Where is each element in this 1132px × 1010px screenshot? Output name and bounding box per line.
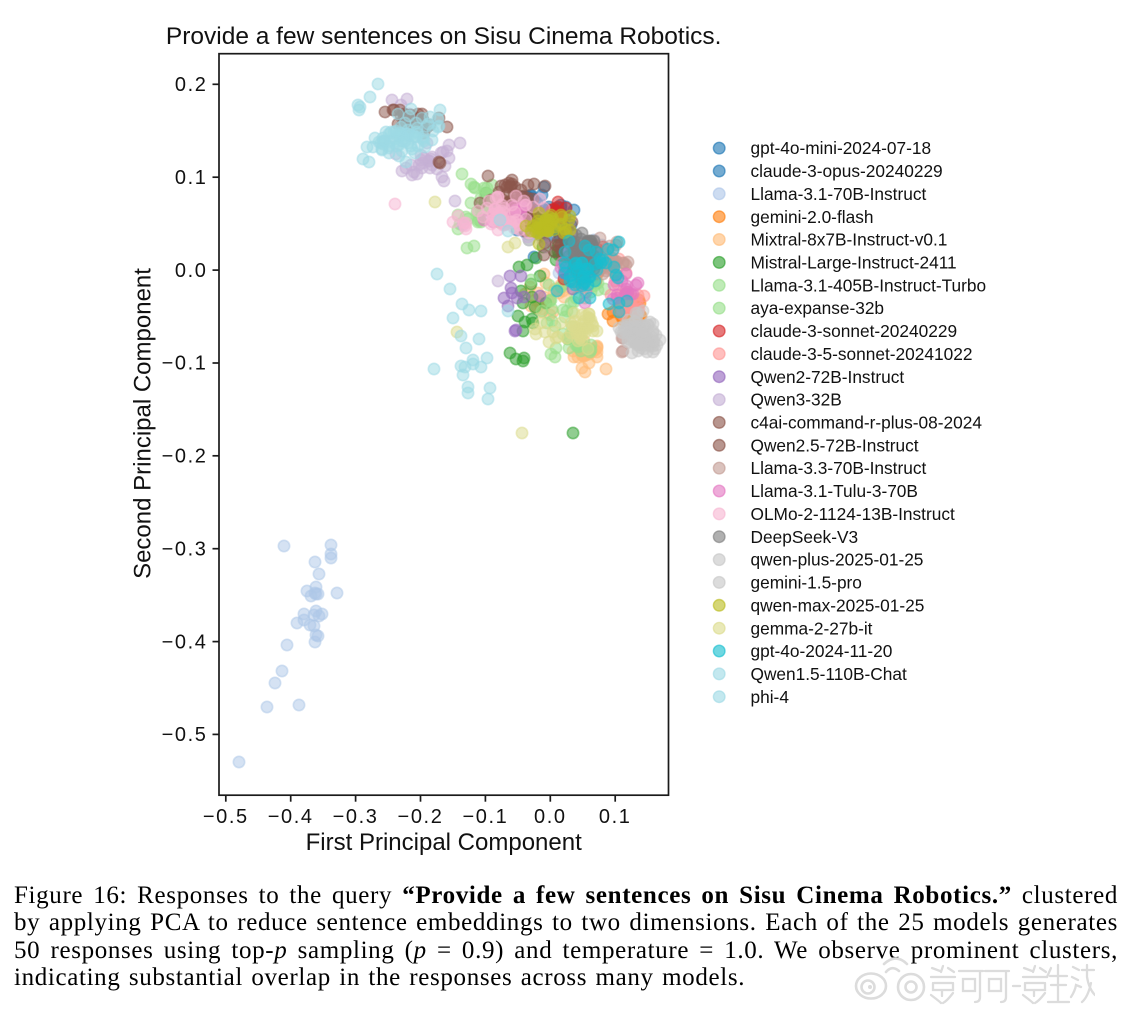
svg-text:−0.1: −0.1: [162, 353, 208, 375]
svg-text:Qwen2-72B-Instruct: Qwen2-72B-Instruct: [751, 367, 905, 387]
svg-text:qwen-max-2025-01-25: qwen-max-2025-01-25: [751, 595, 925, 615]
svg-text:gemma-2-27b-it: gemma-2-27b-it: [751, 618, 873, 638]
svg-text:aya-expanse-32b: aya-expanse-32b: [751, 298, 885, 318]
svg-text:Qwen3-32B: Qwen3-32B: [751, 390, 842, 410]
svg-text:0.1: 0.1: [599, 806, 632, 828]
svg-text:−0.1: −0.1: [462, 806, 508, 828]
svg-text:Mistral-Large-Instruct-2411: Mistral-Large-Instruct-2411: [751, 253, 957, 273]
svg-text:First Principal Component: First Principal Component: [306, 829, 582, 856]
svg-text:−0.5: −0.5: [162, 724, 208, 746]
svg-text:Llama-3.3-70B-Instruct: Llama-3.3-70B-Instruct: [751, 458, 927, 478]
svg-text:Mixtral-8x7B-Instruct-v0.1: Mixtral-8x7B-Instruct-v0.1: [751, 230, 948, 250]
svg-text:c4ai-command-r-plus-08-2024: c4ai-command-r-plus-08-2024: [751, 413, 983, 433]
svg-text:Qwen1.5-110B-Chat: Qwen1.5-110B-Chat: [751, 664, 907, 684]
svg-text:0.0: 0.0: [534, 806, 567, 828]
svg-text:Llama-3.1-70B-Instruct: Llama-3.1-70B-Instruct: [751, 184, 927, 204]
svg-text:0.1: 0.1: [175, 167, 208, 189]
svg-text:gpt-4o-mini-2024-07-18: gpt-4o-mini-2024-07-18: [751, 138, 932, 158]
svg-text:Qwen2.5-72B-Instruct: Qwen2.5-72B-Instruct: [751, 435, 919, 455]
svg-text:gemini-1.5-pro: gemini-1.5-pro: [751, 573, 862, 593]
svg-text:Llama-3.1-405B-Instruct-Turbo: Llama-3.1-405B-Instruct-Turbo: [751, 275, 987, 295]
svg-text:OLMo-2-1124-13B-Instruct: OLMo-2-1124-13B-Instruct: [751, 504, 955, 524]
svg-text:gemini-2.0-flash: gemini-2.0-flash: [751, 207, 874, 227]
svg-text:claude-3-sonnet-20240229: claude-3-sonnet-20240229: [751, 321, 958, 341]
svg-text:0.0: 0.0: [175, 260, 208, 282]
svg-text:−0.3: −0.3: [162, 538, 208, 560]
svg-text:Second Principal Component: Second Principal Component: [130, 268, 157, 579]
svg-text:gpt-4o-2024-11-20: gpt-4o-2024-11-20: [751, 641, 893, 661]
svg-text:−0.4: −0.4: [162, 631, 208, 653]
svg-text:0.2: 0.2: [175, 74, 208, 96]
svg-text:Provide a few sentences on Sis: Provide a few sentences on Sisu Cinema R…: [166, 23, 722, 50]
svg-text:DeepSeek-V3: DeepSeek-V3: [751, 527, 859, 547]
svg-text:Llama-3.1-Tulu-3-70B: Llama-3.1-Tulu-3-70B: [751, 481, 918, 501]
svg-text:claude-3-opus-20240229: claude-3-opus-20240229: [751, 161, 943, 181]
svg-text:−0.2: −0.2: [398, 806, 444, 828]
svg-text:−0.5: −0.5: [203, 806, 249, 828]
svg-text:−0.2: −0.2: [162, 446, 208, 468]
svg-text:phi-4: phi-4: [751, 687, 790, 707]
svg-text:claude-3-5-sonnet-20241022: claude-3-5-sonnet-20241022: [751, 344, 973, 364]
svg-text:qwen-plus-2025-01-25: qwen-plus-2025-01-25: [751, 550, 924, 570]
svg-text:−0.3: −0.3: [333, 806, 379, 828]
svg-text:−0.4: −0.4: [268, 806, 314, 828]
